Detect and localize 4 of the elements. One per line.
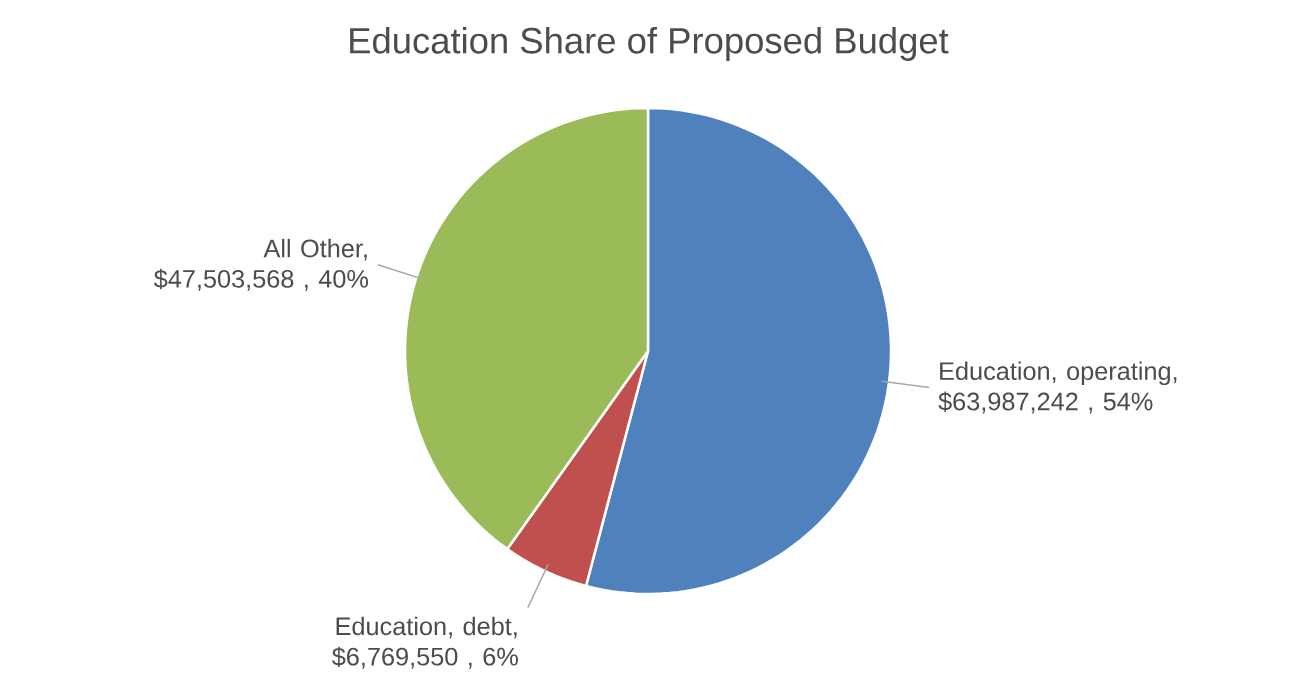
slice-label: All Other, $47,503,568 , 40% [153,238,369,291]
slice-label: Education, debt, $6,769,550 , 6% [332,616,518,669]
slice-label: Education, operating, $63,987,242 , 54% [938,361,1177,414]
chart-title: Education Share of Proposed Budget [350,26,949,61]
